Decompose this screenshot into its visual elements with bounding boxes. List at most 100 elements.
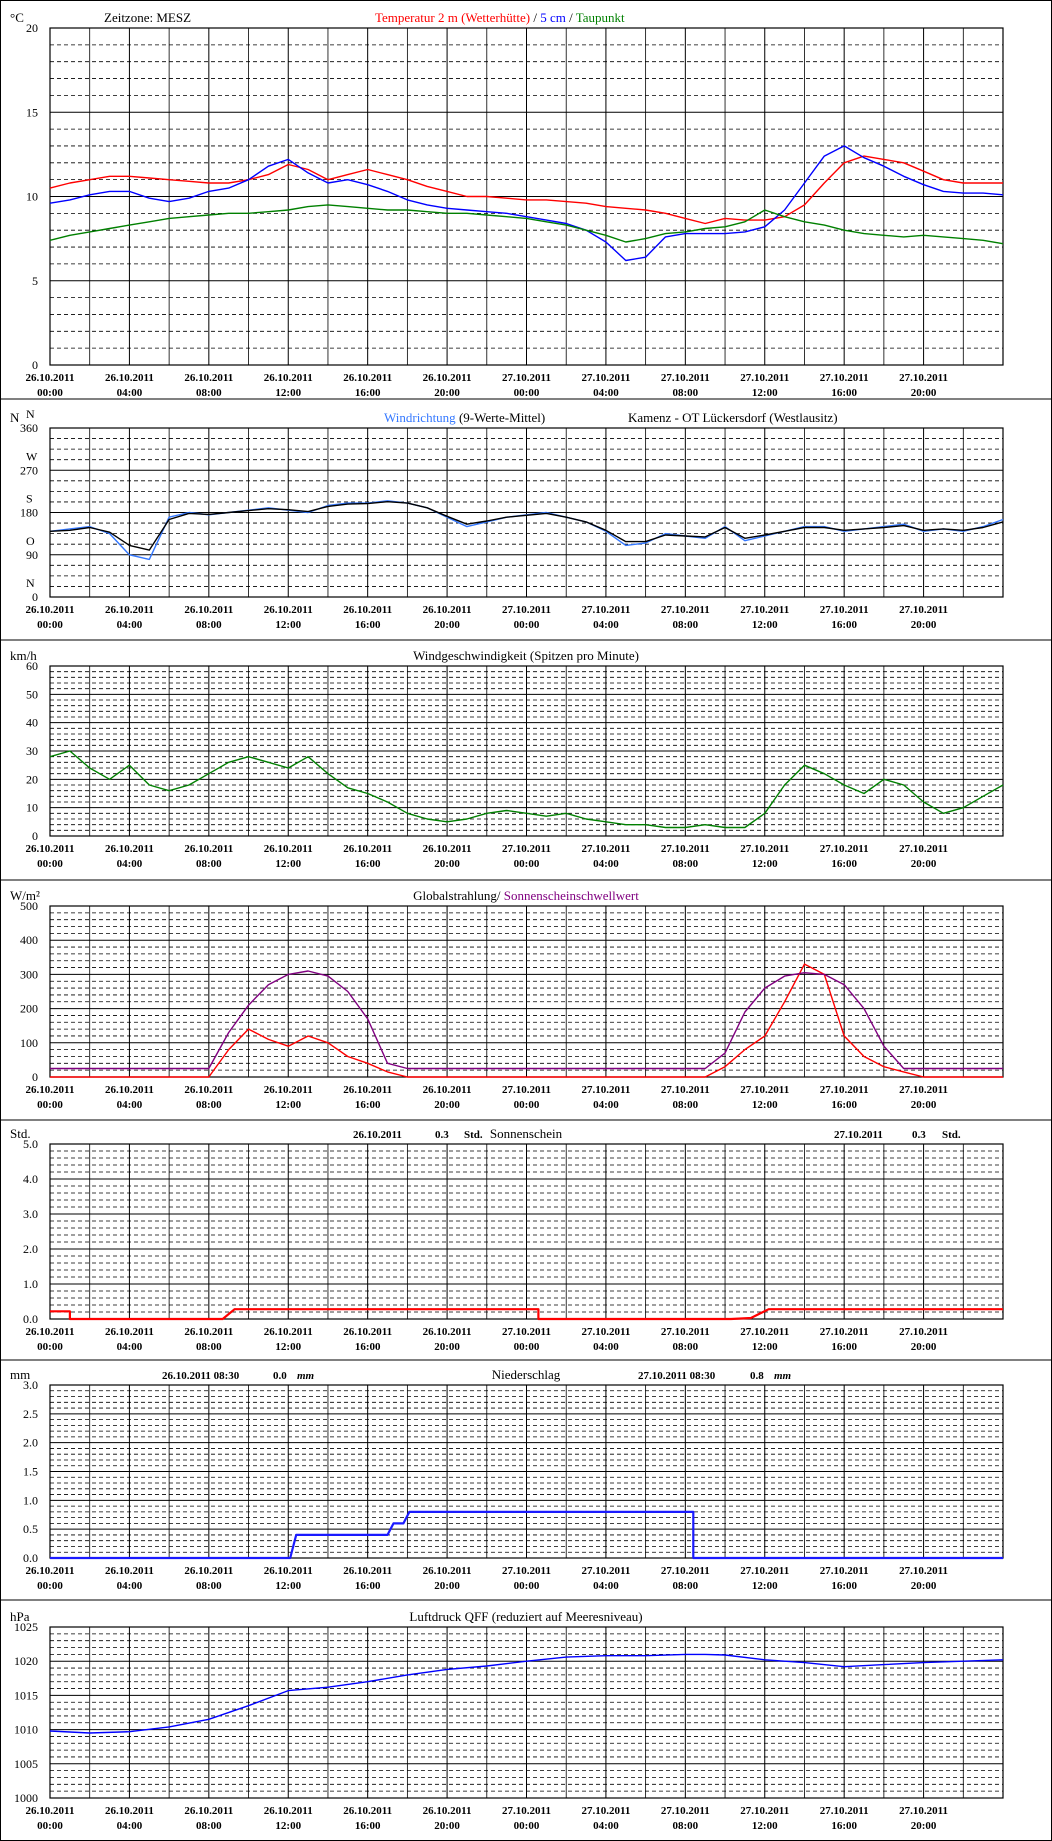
y-tick-label: 0 bbox=[32, 829, 38, 843]
chart-title: Luftdruck QFF (reduziert auf Meeresnivea… bbox=[409, 1609, 642, 1624]
note-unit: Std. bbox=[942, 1129, 961, 1141]
x-tick-time: 20:00 bbox=[911, 1580, 937, 1592]
y-tick-label: 1010 bbox=[14, 1723, 38, 1737]
x-tick-date: 26.10.2011 bbox=[26, 1565, 75, 1577]
plot-frame bbox=[49, 27, 1004, 366]
note-date: 26.10.2011 bbox=[353, 1129, 402, 1141]
x-tick-time: 04:00 bbox=[593, 1580, 619, 1592]
y-tick-label: 20 bbox=[26, 772, 38, 786]
x-tick-time: 08:00 bbox=[196, 387, 222, 399]
x-tick-date: 27.10.2011 bbox=[899, 1805, 948, 1817]
x-tick-time: 20:00 bbox=[434, 387, 460, 399]
station-label: Kamenz - OT Lückersdorf (Westlausitz) bbox=[628, 410, 838, 425]
note-value: 0.0 bbox=[273, 1370, 287, 1382]
note-value: 0.3 bbox=[435, 1129, 449, 1141]
note-unit: mm bbox=[774, 1370, 792, 1382]
x-tick-date: 27.10.2011 bbox=[899, 1565, 948, 1577]
x-tick-date: 26.10.2011 bbox=[184, 1565, 233, 1577]
x-tick-time: 16:00 bbox=[355, 1820, 381, 1832]
y-tick-label: 2.5 bbox=[23, 1407, 38, 1421]
y-tick-label: 1.0 bbox=[23, 1277, 38, 1291]
x-tick-date: 27.10.2011 bbox=[820, 1565, 869, 1577]
y-tick-label: 0 bbox=[32, 1070, 38, 1084]
x-tick-time: 12:00 bbox=[752, 1820, 778, 1832]
y-tick-label: 400 bbox=[20, 933, 38, 947]
x-tick-date: 27.10.2011 bbox=[740, 1805, 789, 1817]
x-tick-date: 27.10.2011 bbox=[899, 843, 948, 855]
note-date: 27.10.2011 08:30 bbox=[638, 1370, 716, 1382]
y-tick-label: 1025 bbox=[14, 1620, 38, 1634]
series-temperature-0000ff bbox=[49, 145, 1004, 262]
x-tick-time: 04:00 bbox=[117, 1341, 143, 1353]
x-tick-date: 27.10.2011 bbox=[661, 372, 710, 384]
series-windspeed-008000 bbox=[49, 750, 1004, 829]
x-tick-time: 08:00 bbox=[672, 1580, 698, 1592]
x-tick-time: 16:00 bbox=[831, 1341, 857, 1353]
x-tick-date: 27.10.2011 bbox=[581, 1084, 630, 1096]
x-tick-time: 08:00 bbox=[196, 619, 222, 631]
x-tick-date: 27.10.2011 bbox=[502, 1565, 551, 1577]
x-tick-time: 04:00 bbox=[593, 1099, 619, 1111]
series-radiation-ff0000 bbox=[50, 963, 1003, 1078]
x-tick-date: 27.10.2011 bbox=[820, 1326, 869, 1338]
x-tick-date: 27.10.2011 bbox=[899, 1084, 948, 1096]
x-tick-time: 00:00 bbox=[514, 1341, 540, 1353]
x-tick-time: 16:00 bbox=[355, 387, 381, 399]
x-tick-time: 04:00 bbox=[593, 619, 619, 631]
plot-frame bbox=[49, 1384, 1004, 1559]
y-tick-label: 50 bbox=[26, 687, 38, 701]
x-tick-time: 20:00 bbox=[434, 1820, 460, 1832]
y-tick-label: 0.5 bbox=[23, 1522, 38, 1536]
y-tick-label: 5.0 bbox=[23, 1137, 38, 1151]
plot-frame bbox=[49, 427, 1004, 598]
x-tick-date: 26.10.2011 bbox=[184, 1084, 233, 1096]
series-radiation-800080 bbox=[50, 970, 1003, 1070]
note-unit: Std. bbox=[464, 1129, 483, 1141]
x-tick-date: 26.10.2011 bbox=[264, 1326, 313, 1338]
unit-label: W/m² bbox=[10, 888, 40, 903]
x-tick-time: 04:00 bbox=[117, 1820, 143, 1832]
x-tick-date: 27.10.2011 bbox=[740, 843, 789, 855]
x-tick-time: 08:00 bbox=[672, 858, 698, 870]
x-tick-time: 20:00 bbox=[911, 1341, 937, 1353]
x-tick-date: 26.10.2011 bbox=[105, 604, 154, 616]
x-tick-time: 16:00 bbox=[831, 1580, 857, 1592]
note-date: 27.10.2011 bbox=[834, 1129, 883, 1141]
y-tick-label: 1.0 bbox=[23, 1493, 38, 1507]
x-tick-date: 26.10.2011 bbox=[423, 843, 472, 855]
x-tick-date: 26.10.2011 bbox=[264, 1805, 313, 1817]
x-tick-date: 26.10.2011 bbox=[26, 604, 75, 616]
y-tick-label: 5 bbox=[32, 274, 38, 288]
x-tick-date: 26.10.2011 bbox=[343, 372, 392, 384]
compass-label: O bbox=[26, 534, 35, 548]
note-value: 0.8 bbox=[750, 1370, 764, 1382]
x-tick-time: 16:00 bbox=[831, 387, 857, 399]
x-tick-date: 27.10.2011 bbox=[502, 1084, 551, 1096]
x-tick-date: 27.10.2011 bbox=[581, 372, 630, 384]
x-tick-time: 00:00 bbox=[37, 1099, 63, 1111]
x-tick-time: 12:00 bbox=[275, 1099, 301, 1111]
x-tick-date: 27.10.2011 bbox=[502, 1326, 551, 1338]
x-tick-date: 26.10.2011 bbox=[26, 1805, 75, 1817]
y-tick-label: 30 bbox=[26, 744, 38, 758]
x-tick-time: 04:00 bbox=[117, 619, 143, 631]
x-tick-time: 16:00 bbox=[355, 858, 381, 870]
chart-title: Temperatur 2 m (Wetterhütte) / 5 cm / Ta… bbox=[375, 10, 625, 25]
x-tick-time: 00:00 bbox=[37, 1580, 63, 1592]
x-tick-time: 20:00 bbox=[434, 858, 460, 870]
y-tick-label: 10 bbox=[26, 190, 38, 204]
x-tick-date: 26.10.2011 bbox=[343, 604, 392, 616]
x-tick-date: 27.10.2011 bbox=[661, 604, 710, 616]
y-tick-label: 1005 bbox=[14, 1757, 38, 1771]
x-tick-time: 20:00 bbox=[911, 1099, 937, 1111]
x-tick-date: 26.10.2011 bbox=[26, 1326, 75, 1338]
x-tick-date: 26.10.2011 bbox=[343, 1565, 392, 1577]
x-tick-date: 27.10.2011 bbox=[899, 604, 948, 616]
plot-frame bbox=[49, 1143, 1004, 1320]
x-tick-time: 20:00 bbox=[911, 387, 937, 399]
unit-label: Std. bbox=[10, 1126, 31, 1141]
y-tick-label: 360 bbox=[20, 421, 38, 435]
y-tick-label: 3.0 bbox=[23, 1378, 38, 1392]
